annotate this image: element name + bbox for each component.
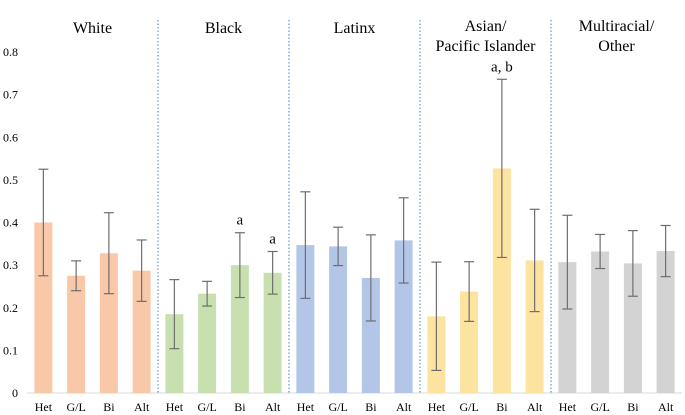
x-tick-label: Het <box>35 400 53 414</box>
bar <box>198 293 217 393</box>
bar <box>656 251 675 393</box>
y-tick-label: 0.5 <box>3 173 18 187</box>
bar <box>361 277 380 393</box>
bar <box>296 245 315 393</box>
x-tick-label: G/L <box>66 400 85 414</box>
bar <box>394 240 413 393</box>
y-tick-label: 0 <box>12 386 18 400</box>
bar <box>263 272 282 393</box>
group-title: Pacific Islander <box>436 38 537 55</box>
bar <box>558 262 577 393</box>
x-tick-label: Bi <box>234 400 246 414</box>
significance-annotation: a <box>237 213 244 229</box>
x-tick-label: Bi <box>365 400 377 414</box>
x-tick-label: Bi <box>103 400 115 414</box>
bar <box>67 275 86 393</box>
group-title: Black <box>205 20 242 37</box>
bar <box>460 291 479 393</box>
x-tick-label: Alt <box>527 400 543 414</box>
y-tick-label: 0.3 <box>3 258 18 272</box>
group-title: Multiracial/ <box>579 18 655 35</box>
group-title: Asian/ <box>465 18 507 35</box>
x-tick-label: Alt <box>658 400 674 414</box>
x-tick-label: Het <box>559 400 577 414</box>
bar <box>165 314 184 393</box>
x-tick-label: Bi <box>627 400 639 414</box>
significance-annotation: a <box>269 231 276 247</box>
x-tick-label: G/L <box>197 400 216 414</box>
x-tick-label: Het <box>297 400 315 414</box>
bar <box>525 260 544 393</box>
y-tick-label: 0.4 <box>3 216 18 230</box>
y-tick-label: 0.8 <box>3 45 18 59</box>
bar <box>99 253 118 393</box>
x-tick-label: G/L <box>459 400 478 414</box>
x-tick-label: Bi <box>496 400 508 414</box>
y-tick-label: 0.1 <box>3 343 18 357</box>
group-title: White <box>73 20 112 37</box>
x-tick-label: Alt <box>134 400 150 414</box>
x-tick-label: Alt <box>396 400 412 414</box>
x-tick-label: Het <box>166 400 184 414</box>
x-tick-label: Het <box>428 400 446 414</box>
x-tick-label: Alt <box>265 400 281 414</box>
bar <box>591 251 610 393</box>
group-title: Other <box>598 38 635 55</box>
y-tick-label: 0.7 <box>3 88 18 102</box>
bar <box>492 168 511 393</box>
group-title: Latinx <box>334 20 376 37</box>
bar <box>329 246 348 393</box>
x-tick-label: G/L <box>590 400 609 414</box>
bar <box>34 222 53 393</box>
y-tick-label: 0.6 <box>3 130 18 144</box>
x-tick-label: G/L <box>328 400 347 414</box>
y-tick-label: 0.2 <box>3 301 18 315</box>
significance-annotation: a, b <box>491 59 513 75</box>
